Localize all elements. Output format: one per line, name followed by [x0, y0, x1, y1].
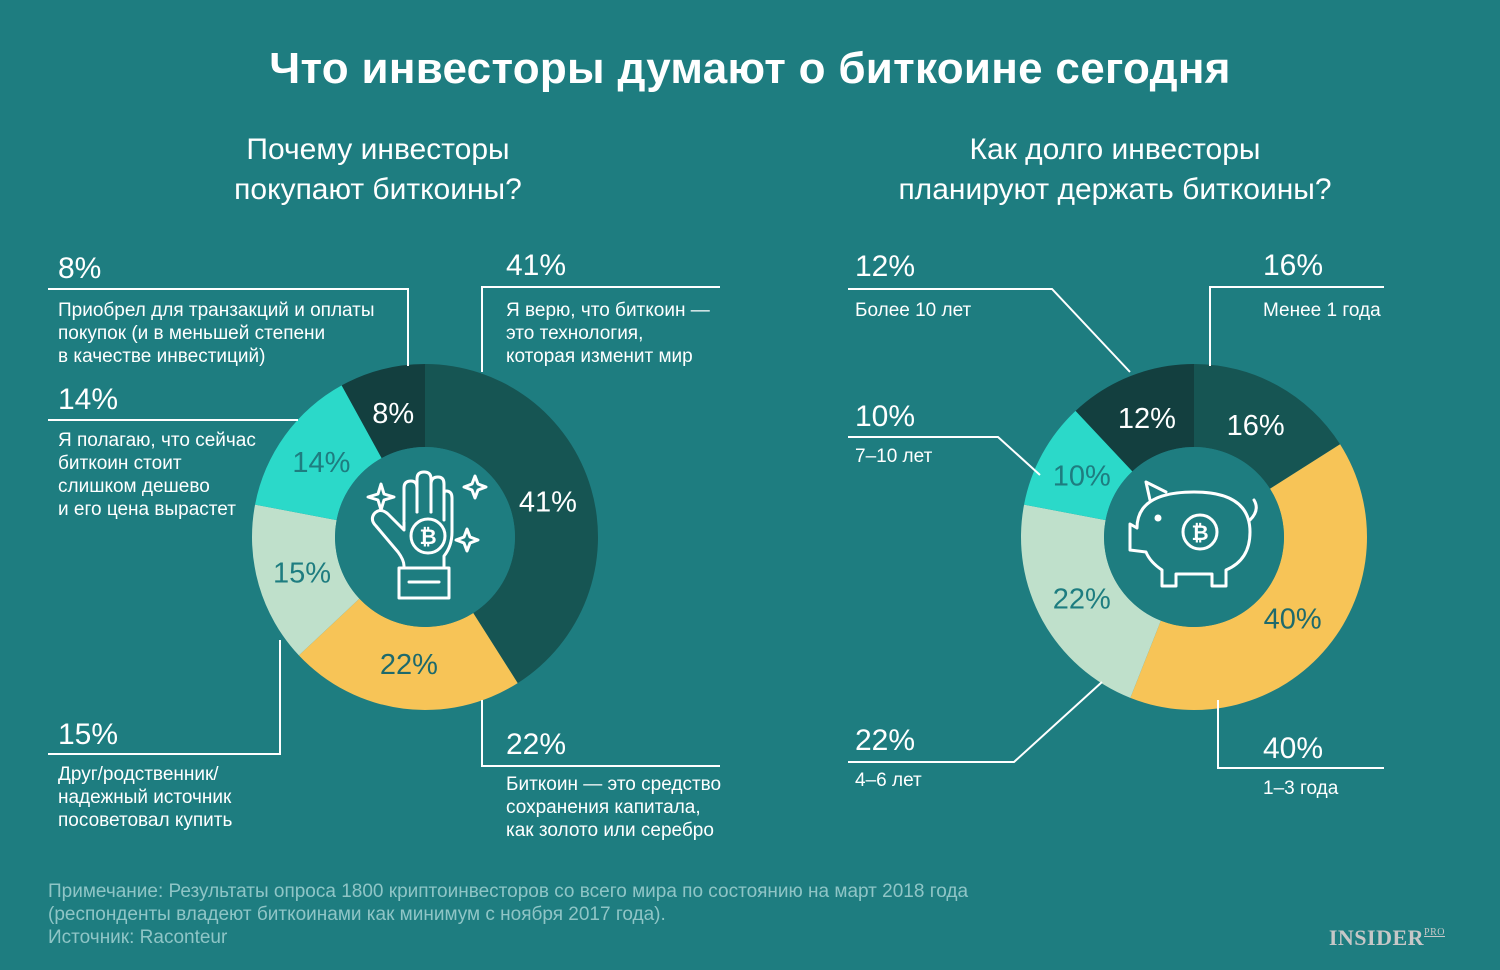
left-callout-0-description-line: которая изменит мир: [506, 346, 693, 367]
left-slice-label-1: 22%: [380, 649, 438, 681]
left-callout-0-description-line: Я верю, что биткоин —: [506, 300, 710, 321]
right-slice-2: [1021, 504, 1161, 698]
right-subtitle-line-2: планируют держать биткоины?: [898, 173, 1332, 206]
right-chart-subtitle: Как долго инвесторы планируют держать би…: [830, 130, 1400, 210]
left-callout-1-description-line: сохранения капитала,: [506, 797, 701, 818]
right-slice-1: [1130, 444, 1367, 710]
left-slice-label-3: 14%: [292, 447, 350, 479]
right-slice-3: [1024, 410, 1133, 521]
left-callout-4-percent: 8%: [58, 252, 101, 285]
right-callout-4-leader-line: [848, 288, 1131, 373]
sparkle-icon: [454, 527, 480, 553]
right-callout-0-leader-line: [1209, 286, 1384, 366]
right-callout-0-percent: 16%: [1263, 249, 1323, 282]
right-callout-2-description-line: 4–6 лет: [855, 770, 922, 791]
left-callout-2-description-line: Друг/родственник/: [58, 764, 219, 785]
main-title: Что инвесторы думают о биткоине сегодня: [269, 44, 1231, 93]
brand-name: INSIDER: [1328, 925, 1425, 950]
right-slice-label-4: 12%: [1118, 403, 1176, 435]
brand-suffix: PRO: [1424, 927, 1445, 938]
left-callout-1-percent: 22%: [506, 728, 566, 761]
footnote-line-1: Примечание: Результаты опроса 1800 крипт…: [48, 881, 969, 902]
callouts: 41%Я верю, что биткоин —это технология,к…: [48, 249, 1384, 841]
bitcoin-hand-icon: ₿: [370, 470, 454, 600]
right-callout-1-percent: 40%: [1263, 732, 1323, 765]
footnote: Примечание: Результаты опроса 1800 крипт…: [48, 880, 968, 949]
svg-text:₿: ₿: [1191, 522, 1208, 545]
left-callout-4-leader-line: [48, 288, 409, 366]
brand-logo: INSIDERPRO: [1329, 925, 1445, 951]
right-callout-2-percent: 22%: [855, 724, 915, 757]
right-callout-0-description-line: Менее 1 года: [1263, 300, 1381, 321]
bitcoin-piggy-bank-icon: ₿: [1128, 480, 1258, 588]
left-slice-4: [341, 364, 425, 459]
sparkle-icon: [462, 474, 488, 500]
right-slice-0: [1194, 364, 1341, 489]
left-slice-0: [425, 364, 598, 684]
right-callout-4-description-line: Более 10 лет: [855, 300, 972, 321]
left-chart-subtitle: Почему инвесторы покупают биткоины?: [178, 130, 578, 210]
right-callout-4-percent: 12%: [855, 250, 915, 283]
left-slice-3: [255, 385, 382, 521]
left-callout-1-leader-line: [481, 700, 720, 767]
right-callout-1-leader-line: [1217, 700, 1384, 769]
left-callout-2-description-line: посоветовал купить: [58, 810, 232, 831]
right-callout-2-leader-line: [848, 681, 1103, 763]
right-slice-label-1: 40%: [1264, 604, 1322, 636]
left-callout-3-percent: 14%: [58, 383, 118, 416]
right-slice-4: [1075, 364, 1194, 472]
left-callout-3-description-line: биткоин стоит: [58, 453, 182, 474]
left-callout-4-description-line: покупок (и в меньшей степени: [58, 323, 325, 344]
left-callout-4-description-line: Приобрел для транзакций и оплаты: [58, 300, 375, 321]
left-callout-2-percent: 15%: [58, 718, 118, 751]
left-callout-3-description-line: и его цена вырастет: [58, 499, 236, 520]
right-slice-label-0: 16%: [1227, 410, 1285, 442]
left-callout-3-description-line: слишком дешево: [58, 476, 210, 497]
right-slice-label-2: 22%: [1053, 584, 1111, 616]
source-line: Источник: Raconteur: [48, 927, 228, 948]
left-callout-1-description-line: как золото или серебро: [506, 820, 714, 841]
right-callout-3-description-line: 7–10 лет: [855, 446, 933, 467]
right-callout-3-leader-line: [848, 436, 1041, 476]
left-callout-3-description-line: Я полагаю, что сейчас: [58, 430, 256, 451]
right-callout-1-description-line: 1–3 года: [1263, 778, 1339, 799]
left-callout-4-description-line: в качестве инвестиций): [58, 346, 265, 367]
left-subtitle-line-2: покупают биткоины?: [234, 173, 522, 206]
left-subtitle-line-1: Почему инвесторы: [246, 133, 510, 166]
left-callout-2-description-line: надежный источник: [58, 787, 232, 808]
right-subtitle-line-1: Как долго инвесторы: [969, 133, 1261, 166]
left-slice-label-4: 8%: [372, 398, 414, 430]
left-slice-label-2: 15%: [273, 558, 331, 590]
right-slice-label-3: 10%: [1053, 460, 1111, 492]
svg-text:₿: ₿: [419, 526, 436, 549]
left-slice-label-0: 41%: [519, 486, 577, 518]
right-callout-3-percent: 10%: [855, 400, 915, 433]
left-slice-2: [251, 504, 360, 656]
left-callout-0-description-line: это технология,: [506, 323, 643, 344]
left-slice-1: [298, 598, 518, 710]
left-callout-1-description-line: Биткоин — это средство: [506, 774, 721, 795]
left-callout-0-leader-line: [481, 286, 720, 372]
left-callout-2-leader-line: [48, 640, 281, 755]
sparkle-icon: [366, 482, 396, 512]
left-callout-0-percent: 41%: [506, 249, 566, 282]
footnote-line-2: (респонденты владеют биткоинами как мини…: [48, 904, 666, 925]
